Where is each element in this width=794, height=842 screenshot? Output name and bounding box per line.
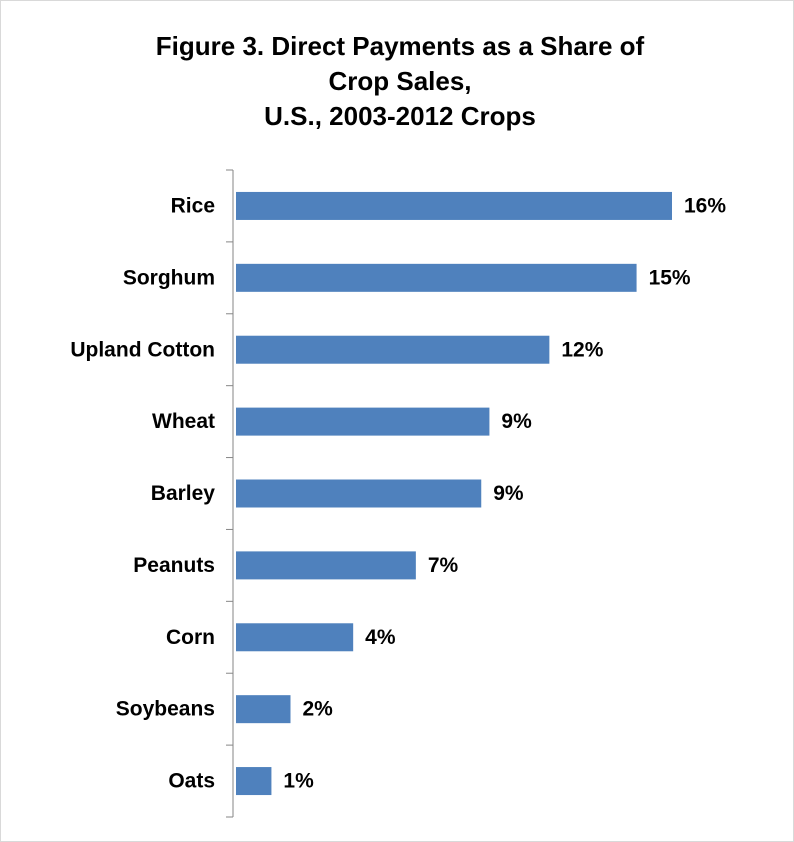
bar — [236, 479, 482, 508]
data-label: 9% — [493, 482, 524, 505]
category-label: Rice — [171, 194, 215, 217]
category-label: Corn — [166, 626, 215, 649]
data-label: 12% — [561, 338, 603, 361]
data-label: 7% — [428, 554, 459, 577]
data-label: 9% — [501, 410, 532, 433]
category-label: Peanuts — [133, 554, 215, 577]
category-label: Sorghum — [123, 266, 215, 289]
bar — [236, 695, 291, 724]
data-label: 4% — [365, 626, 396, 649]
bar — [236, 263, 637, 292]
data-label: 1% — [283, 770, 314, 793]
bar — [236, 407, 490, 436]
bar — [236, 767, 272, 796]
data-label: 2% — [303, 698, 334, 721]
category-label: Oats — [168, 770, 215, 793]
category-label: Soybeans — [116, 698, 215, 721]
chart-title: Figure 3. Direct Payments as a Share of — [156, 31, 645, 61]
bar — [236, 335, 550, 364]
category-label: Wheat — [152, 410, 215, 433]
bar — [236, 551, 416, 580]
data-label: 16% — [684, 194, 726, 217]
chart-title: U.S., 2003-2012 Crops — [264, 101, 536, 131]
chart-title: Crop Sales, — [328, 66, 471, 96]
bar — [236, 623, 354, 652]
category-label: Barley — [151, 482, 216, 505]
category-label: Upland Cotton — [70, 338, 215, 361]
data-label: 15% — [649, 266, 691, 289]
bar — [236, 191, 672, 220]
